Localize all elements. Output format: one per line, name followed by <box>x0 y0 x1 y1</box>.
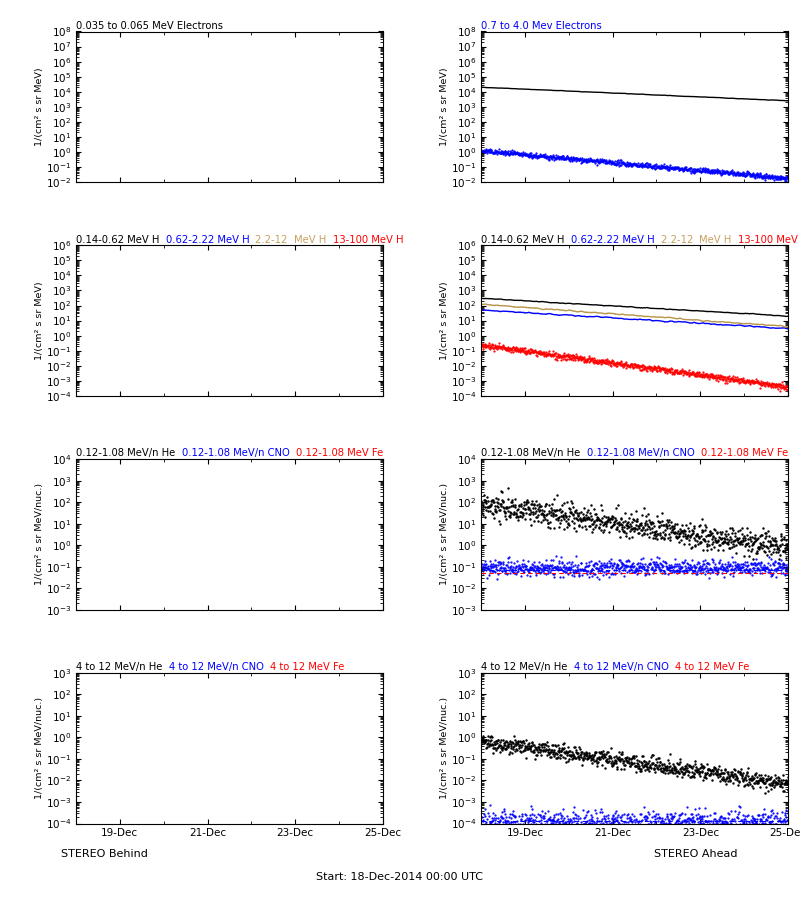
Text: 13-100 MeV H: 13-100 MeV H <box>333 235 403 245</box>
Text: STEREO Behind: STEREO Behind <box>61 849 147 859</box>
Y-axis label: 1/(cm² s sr MeV): 1/(cm² s sr MeV) <box>440 282 450 360</box>
Y-axis label: 1/(cm² s sr MeV/nuc.): 1/(cm² s sr MeV/nuc.) <box>35 698 44 799</box>
Y-axis label: 1/(cm² s sr MeV): 1/(cm² s sr MeV) <box>35 68 44 146</box>
Text: 0.12-1.08 MeV/n CNO: 0.12-1.08 MeV/n CNO <box>182 448 295 458</box>
Text: STEREO Ahead: STEREO Ahead <box>654 849 738 859</box>
Text: 4 to 12 MeV Fe: 4 to 12 MeV Fe <box>270 662 344 672</box>
Y-axis label: 1/(cm² s sr MeV/nuc.): 1/(cm² s sr MeV/nuc.) <box>35 483 44 586</box>
Text: 0.14-0.62 MeV H: 0.14-0.62 MeV H <box>76 235 166 245</box>
Text: 2.2-12: 2.2-12 <box>255 235 294 245</box>
Y-axis label: 1/(cm² s sr MeV): 1/(cm² s sr MeV) <box>441 68 450 146</box>
Text: 0.12-1.08 MeV/n He: 0.12-1.08 MeV/n He <box>481 448 586 458</box>
Text: 0.62-2.22 MeV H: 0.62-2.22 MeV H <box>166 235 255 245</box>
Y-axis label: 1/(cm² s sr MeV/nuc.): 1/(cm² s sr MeV/nuc.) <box>440 698 450 799</box>
Text: 0.12-1.08 MeV/n CNO: 0.12-1.08 MeV/n CNO <box>586 448 701 458</box>
Text: 0.7 to 4.0 Mev Electrons: 0.7 to 4.0 Mev Electrons <box>481 21 602 31</box>
Text: MeV H: MeV H <box>699 235 738 245</box>
Text: 0.12-1.08 MeV/n He: 0.12-1.08 MeV/n He <box>76 448 182 458</box>
Text: 2.2-12: 2.2-12 <box>661 235 699 245</box>
Text: Start: 18-Dec-2014 00:00 UTC: Start: 18-Dec-2014 00:00 UTC <box>317 872 483 882</box>
Text: 0.12-1.08 MeV Fe: 0.12-1.08 MeV Fe <box>701 448 788 458</box>
Text: 0.14-0.62 MeV H: 0.14-0.62 MeV H <box>481 235 570 245</box>
Text: 4 to 12 MeV Fe: 4 to 12 MeV Fe <box>675 662 750 672</box>
Text: 4 to 12 MeV/n He: 4 to 12 MeV/n He <box>481 662 574 672</box>
Text: 4 to 12 MeV/n CNO: 4 to 12 MeV/n CNO <box>169 662 270 672</box>
Y-axis label: 1/(cm² s sr MeV): 1/(cm² s sr MeV) <box>35 282 44 360</box>
Text: MeV H: MeV H <box>294 235 333 245</box>
Text: 0.035 to 0.065 MeV Electrons: 0.035 to 0.065 MeV Electrons <box>76 21 223 31</box>
Text: 4 to 12 MeV/n CNO: 4 to 12 MeV/n CNO <box>574 662 675 672</box>
Text: 0.62-2.22 MeV H: 0.62-2.22 MeV H <box>570 235 661 245</box>
Text: 13-100 MeV H: 13-100 MeV H <box>738 235 800 245</box>
Text: 0.12-1.08 MeV Fe: 0.12-1.08 MeV Fe <box>295 448 382 458</box>
Y-axis label: 1/(cm² s sr MeV/nuc.): 1/(cm² s sr MeV/nuc.) <box>440 483 450 586</box>
Text: 4 to 12 MeV/n He: 4 to 12 MeV/n He <box>76 662 169 672</box>
